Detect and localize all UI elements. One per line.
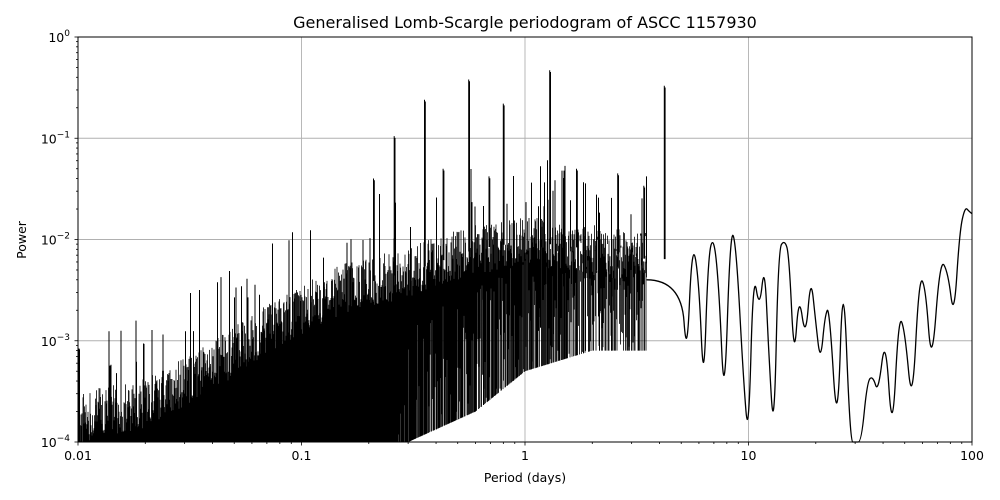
- x-axis-ticks: 0.01 0.1 1 10 100: [64, 442, 984, 463]
- x-tick-label: 100: [960, 448, 984, 463]
- y-axis-ticks: 100 10−1 10−2 10−3 10−4: [41, 29, 78, 450]
- x-axis-label: Period (days): [484, 470, 566, 485]
- y-tick-label: 10−1: [41, 130, 70, 146]
- y-tick-label: 10−3: [41, 333, 70, 349]
- spectrum-spikes: [78, 70, 666, 442]
- y-axis-label: Power: [14, 220, 29, 259]
- x-tick-label: 0.1: [292, 448, 312, 463]
- y-tick-label: 10−2: [41, 232, 70, 248]
- x-tick-label: 0.01: [64, 448, 92, 463]
- x-tick-label: 1: [521, 448, 529, 463]
- y-tick-label: 10−4: [41, 434, 70, 450]
- chart-title: Generalised Lomb-Scargle periodogram of …: [293, 13, 757, 32]
- y-tick-label: 100: [48, 29, 70, 45]
- x-tick-label: 10: [741, 448, 757, 463]
- long-period-curve: [646, 208, 973, 443]
